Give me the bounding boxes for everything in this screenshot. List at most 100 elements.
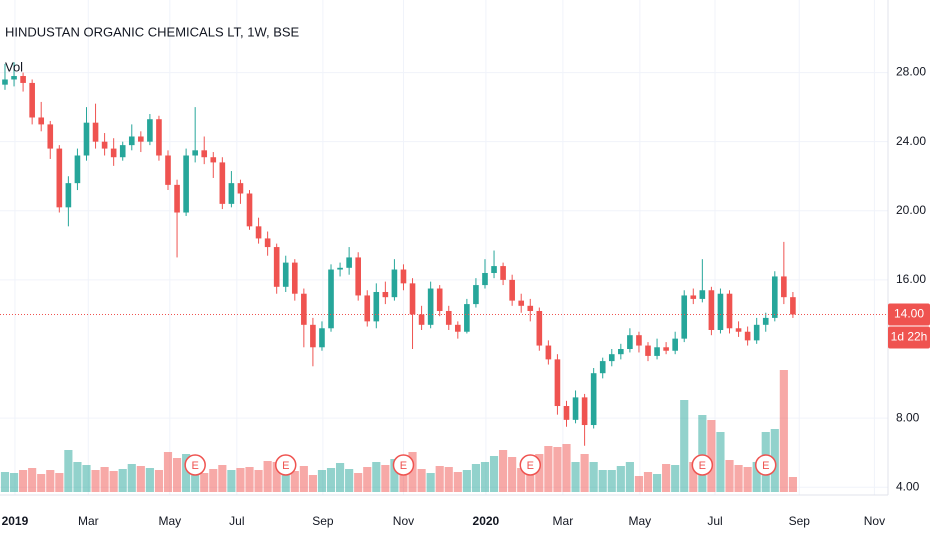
candle-body [174,184,180,213]
x-tick-label: 2020 [473,514,500,528]
volume-bar [707,420,716,492]
candle-body [482,272,488,286]
x-tick-label: May [629,514,652,528]
candle-body [364,295,371,322]
candle-body [654,347,660,356]
x-tick-label: Nov [393,514,414,528]
candle-body [608,354,615,362]
candle-body [74,155,81,184]
candle-body [337,267,343,270]
volume-bar [172,458,182,492]
volume-bar [571,462,580,492]
volume-bar [182,454,191,492]
volume-bar [652,474,662,492]
volume-bar [634,476,644,492]
candle-body [328,269,334,329]
volume-bar [218,465,227,492]
candle-body [56,148,63,208]
candle-body [128,136,135,146]
volume-bar [100,467,109,492]
candle-body [391,269,398,298]
candle-body [400,269,407,284]
earnings-label: E [400,460,407,472]
volume-bar [317,470,327,492]
candle-body [20,76,26,83]
x-tick-label: Jul [229,514,244,528]
candle-body [147,119,153,142]
candle-body [192,150,198,156]
candle-body [246,193,253,227]
earnings-label: E [282,460,289,472]
volume-bar [299,466,308,492]
candle-body [744,331,751,341]
volume-bar [399,463,408,492]
candle-body [581,397,588,426]
candle-body [409,283,416,315]
candle-body [726,293,733,329]
volume-bar [535,454,544,492]
earnings-marker [691,454,714,476]
candle-body [699,290,706,299]
candle-body [119,145,126,158]
volume-bar [471,464,480,492]
candle-body [753,324,760,341]
volume-bar [580,454,589,492]
candle-body [310,324,316,348]
candle-body [346,257,352,268]
y-tick-label: 20.00 [896,203,926,217]
candle-body [708,290,715,330]
candle-body [228,183,235,204]
volume-bar [408,452,417,492]
candle-body [237,183,244,194]
candle-body [264,238,271,248]
candle-body [781,276,787,298]
earnings-marker [519,454,542,476]
candle-body [436,288,443,311]
y-tick-label: 8.00 [896,410,920,424]
candle-body [572,397,579,420]
volume-bar [64,450,73,492]
candle-body [319,328,325,348]
candle-body [210,157,217,163]
candle-body [735,328,742,332]
candle-body [273,247,280,287]
candle-body [545,345,552,360]
volume-bar [227,470,236,492]
candle-body [282,262,289,287]
candle-body [464,304,470,332]
volume-bar [680,400,689,492]
candle-body [491,266,497,273]
volume-bar [127,464,136,492]
candle-body [38,117,45,125]
candle-body [554,359,561,407]
candle-body [790,297,796,315]
candle-body [301,293,307,325]
candle-body [373,291,380,322]
earnings-marker [274,454,297,476]
candle-body [473,285,479,305]
volume-bar [209,469,218,492]
axes: 4.00 8.00 16.00 20.00 24.00 28.00 2019 Mar May Ju… [2,65,930,528]
candle-body [445,310,452,325]
volume-bar [625,462,634,492]
volume-bar [444,467,453,492]
candle-body [156,119,162,156]
volume-bar [37,474,46,492]
candle-body [47,124,54,149]
volume-bar [390,459,399,492]
candle-body [672,338,678,351]
earnings-label: E [527,460,534,472]
candle-body [663,347,669,351]
candle-body [219,162,226,204]
volume-bar [662,464,671,492]
candle-body [355,257,361,296]
volume-bar [616,466,625,492]
volume-bar [462,470,471,492]
candle-body [500,266,506,280]
candle-body [563,406,570,420]
volume-bar [46,470,55,492]
candle-body [138,136,144,142]
x-tick-label: Sep [789,514,811,528]
candle-body [11,76,17,80]
